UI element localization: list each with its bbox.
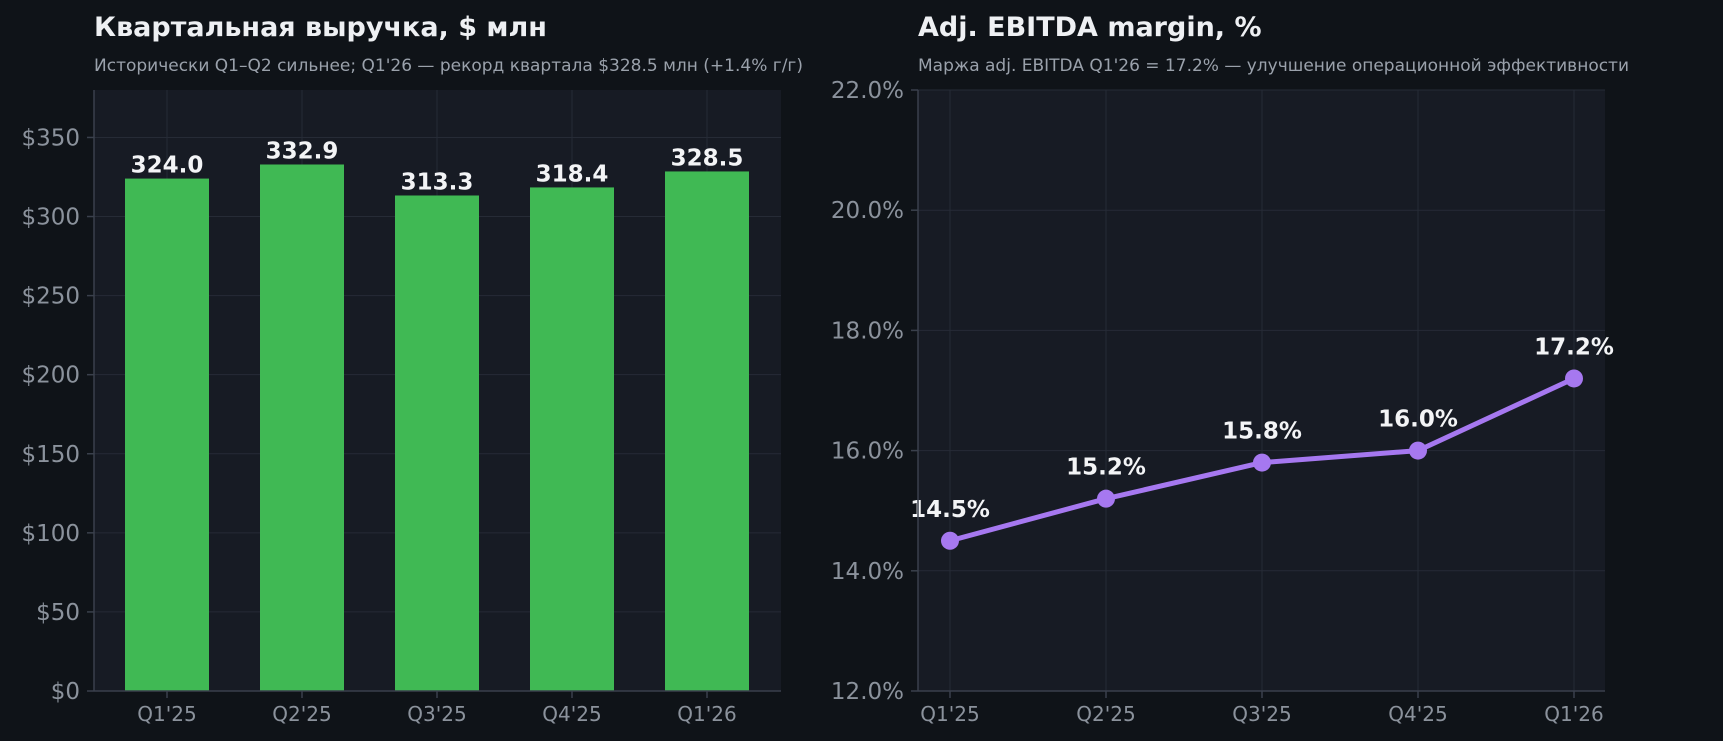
revenue-x-axis: Q1'25 Q2'25 Q3'25 Q4'25 Q1'26 [137,691,737,726]
revenue-bars [125,164,749,692]
ebitda-points [941,369,1583,550]
revenue-y-tick-label: $350 [21,125,80,151]
revenue-y-tick-label: $150 [21,442,80,468]
revenue-bar-value-label: 318.4 [536,161,609,187]
revenue-bar [530,187,614,691]
revenue-y-tick-label: $0 [51,679,80,705]
ebitda-chart-subtitle: Маржа adj. EBITDA Q1'26 = 17.2% — улучше… [918,56,1629,76]
revenue-y-tick-label: $50 [36,600,80,626]
revenue-bar [395,195,479,691]
ebitda-point-value-label: 14.5% [910,497,990,523]
ebitda-x-tick-label: Q1'25 [920,702,979,726]
ebitda-point [941,531,959,550]
revenue-chart: Квартальная выручка, $ млн Исторически Q… [21,12,803,726]
ebitda-point-value-label: 17.2% [1534,334,1614,360]
revenue-bar-value-label: 324.0 [131,153,204,179]
ebitda-y-tick-label: 20.0% [831,198,904,224]
revenue-chart-title: Квартальная выручка, $ млн [94,12,547,43]
revenue-bar [665,171,749,692]
ebitda-y-tick-label: 12.0% [831,679,904,705]
revenue-x-tick-label: Q1'26 [677,702,736,726]
ebitda-point [1253,453,1271,472]
ebitda-point-value-label: 15.2% [1066,455,1146,481]
ebitda-point [1097,489,1115,508]
ebitda-x-axis: Q1'25 Q2'25 Q3'25 Q4'25 Q1'26 [920,691,1604,726]
revenue-chart-subtitle: Исторически Q1–Q2 сильнее; Q1'26 — рекор… [94,56,803,76]
revenue-bar [125,178,209,691]
ebitda-y-tick-label: 14.0% [831,559,904,585]
revenue-y-tick-label: $250 [21,284,80,310]
revenue-bar-value-label: 328.5 [671,145,744,171]
ebitda-x-tick-label: Q4'25 [1388,702,1447,726]
ebitda-y-tick-label: 22.0% [831,78,904,104]
ebitda-y-tick-label: 18.0% [831,318,904,344]
ebitda-x-tick-label: Q1'26 [1544,702,1603,726]
revenue-y-axis: $0 $50 $100 $150 $200 $250 $300 $350 [21,125,94,705]
revenue-x-tick-label: Q1'25 [137,702,196,726]
revenue-y-tick-label: $200 [21,363,80,389]
revenue-y-tick-label: $100 [21,521,80,547]
ebitda-y-tick-label: 16.0% [831,439,904,465]
ebitda-data-labels: 14.5% 15.2% 15.8% 16.0% 17.2% [910,334,1614,522]
revenue-x-tick-label: Q3'25 [407,702,466,726]
revenue-y-tick-label: $300 [21,205,80,231]
revenue-data-labels: 324.0 332.9 313.3 318.4 328.5 [131,138,744,195]
ebitda-y-axis: 12.0% 14.0% 16.0% 18.0% 20.0% 22.0% [831,78,918,705]
revenue-x-tick-label: Q2'25 [272,702,331,726]
revenue-x-tick-label: Q4'25 [542,702,601,726]
revenue-bar [260,164,344,691]
ebitda-x-tick-label: Q2'25 [1076,702,1135,726]
ebitda-point-value-label: 16.0% [1378,407,1458,433]
revenue-bar-value-label: 313.3 [401,169,474,195]
ebitda-margin-chart: Adj. EBITDA margin, % Маржа adj. EBITDA … [831,12,1629,726]
ebitda-x-tick-label: Q3'25 [1232,702,1291,726]
ebitda-point [1565,369,1583,388]
ebitda-point [1409,441,1427,460]
ebitda-point-value-label: 15.8% [1222,419,1302,445]
ebitda-chart-title: Adj. EBITDA margin, % [918,12,1262,43]
revenue-bar-value-label: 332.9 [266,138,339,164]
